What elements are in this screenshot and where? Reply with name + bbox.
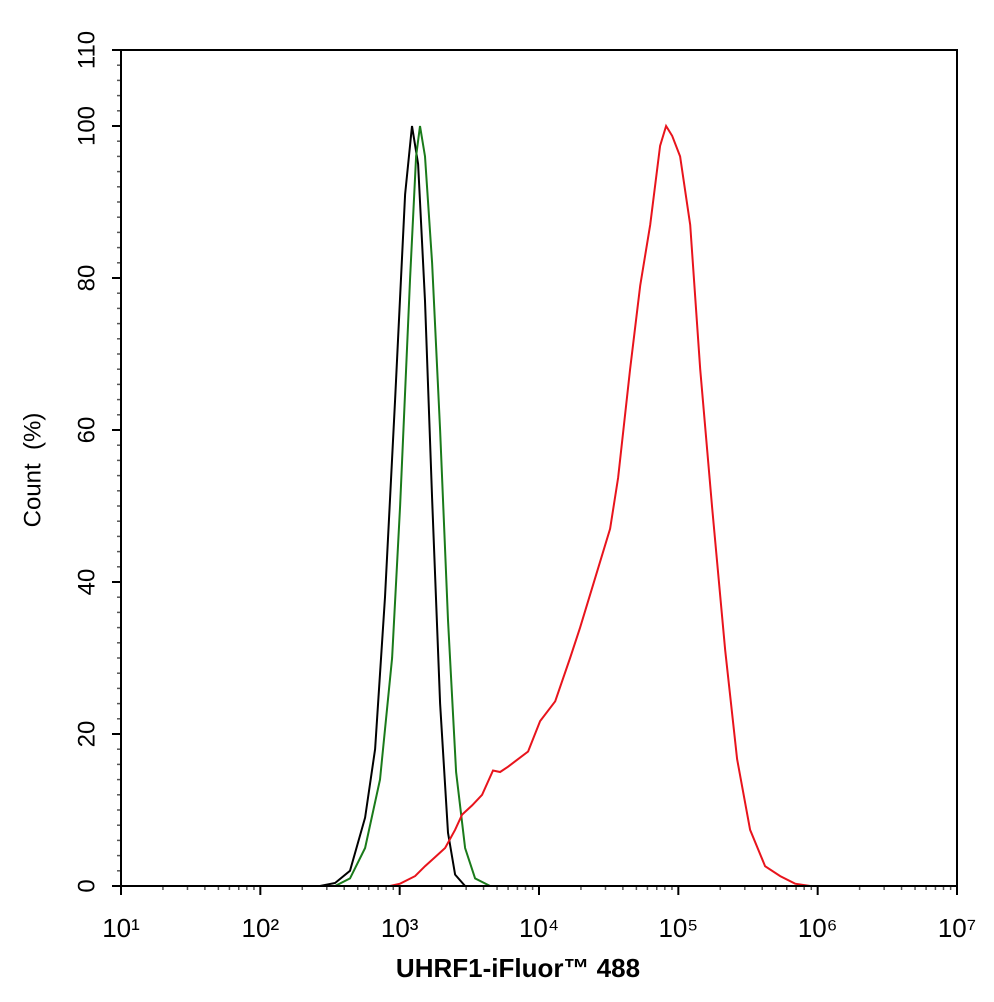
plot-frame xyxy=(120,49,958,887)
x-tick-label: 10⁷ xyxy=(938,913,976,943)
histogram-line xyxy=(334,125,491,887)
y-tick-label: 60 xyxy=(73,417,100,444)
histogram-line xyxy=(389,123,811,887)
y-tick-label: 40 xyxy=(73,569,100,596)
y-tick-label: 80 xyxy=(73,265,100,292)
x-axis-title: UHRF1-iFluor™ 488 xyxy=(396,953,640,983)
x-tick-label: 10³ xyxy=(381,913,419,943)
x-tick-label: 10² xyxy=(242,913,280,943)
x-tick-label: 10⁶ xyxy=(798,913,838,943)
x-tick-label: 10⁴ xyxy=(519,913,559,943)
x-tick-label: 10¹ xyxy=(102,913,140,943)
y-tick-label: 100 xyxy=(73,106,100,146)
y-tick-label: 110 xyxy=(73,31,100,69)
y-tick-label: 0 xyxy=(73,879,100,892)
y-tick-label: 20 xyxy=(73,721,100,748)
x-tick-label: 10⁵ xyxy=(658,913,698,943)
y-axis-title: Count (%) xyxy=(19,413,46,528)
histogram-line xyxy=(121,125,957,887)
